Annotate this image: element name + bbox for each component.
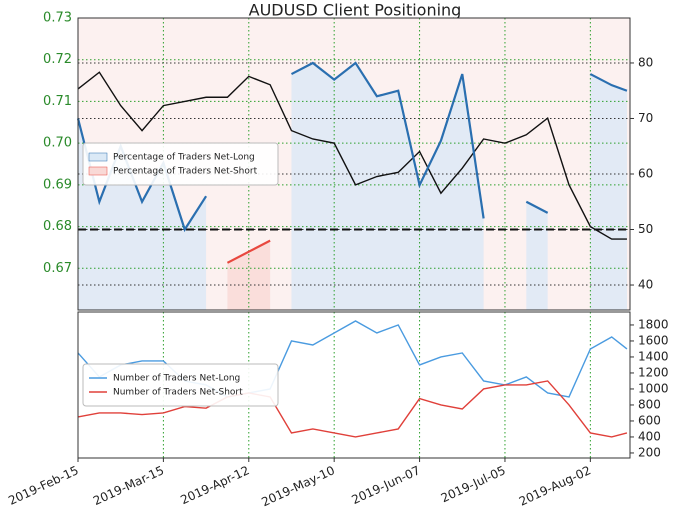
y-tick-label: 0.71 xyxy=(43,94,72,109)
legend-swatch xyxy=(88,152,108,162)
area xyxy=(526,201,548,310)
y-tick-label: 0.67 xyxy=(43,261,72,276)
x-tick-label: 2019-Mar-15 xyxy=(91,463,166,508)
area xyxy=(291,62,484,311)
y2-tick-label: 60 xyxy=(638,166,653,180)
series-line xyxy=(77,71,627,240)
area xyxy=(78,118,207,310)
y2-tick-label: 50 xyxy=(638,222,653,236)
area xyxy=(590,74,627,310)
legend-label: Number of Traders Net-Long xyxy=(113,374,240,384)
series-line xyxy=(77,380,628,438)
y-tick-label: 0.73 xyxy=(43,11,72,26)
y2-tick-label: 200 xyxy=(638,445,661,459)
chart-title: AUDUSD Client Positioning xyxy=(249,1,462,20)
plot-frame xyxy=(77,311,631,459)
y-tick-label: 0.68 xyxy=(43,219,72,234)
y2-tick-label: 1000 xyxy=(638,381,669,395)
y2-tick-label: 40 xyxy=(638,278,653,292)
series-line xyxy=(76,61,628,233)
y2-tick-label: 1600 xyxy=(638,333,669,347)
x-tick-label: 2019-Jun-07 xyxy=(349,463,422,507)
legend-box xyxy=(82,142,279,186)
y2-tick-label: 1400 xyxy=(638,349,669,363)
legend-label: Percentage of Traders Net-Long xyxy=(113,153,255,163)
x-tick-label: 2019-Feb-15 xyxy=(6,463,81,508)
y2-tick-label: 800 xyxy=(638,397,661,411)
x-tick-label: 2019-May-10 xyxy=(259,463,337,509)
legend-label: Number of Traders Net-Short xyxy=(113,388,243,398)
y2-tick-label: 600 xyxy=(638,413,661,427)
x-tick-label: 2019-Apr-12 xyxy=(178,463,251,507)
y-tick-label: 0.69 xyxy=(43,177,72,192)
y2-tick-label: 400 xyxy=(638,429,661,443)
plot-frame xyxy=(77,17,631,311)
y2-tick-label: 1800 xyxy=(638,317,669,331)
legend-swatch xyxy=(88,166,108,176)
legend-box xyxy=(82,363,279,407)
x-tick-label: 2019-Jul-05 xyxy=(439,463,508,505)
y2-tick-label: 80 xyxy=(638,55,653,69)
y2-tick-label: 1200 xyxy=(638,365,669,379)
y2-tick-label: 70 xyxy=(638,111,653,125)
y-tick-label: 0.72 xyxy=(43,52,72,67)
x-tick-label: 2019-Aug-02 xyxy=(517,463,593,509)
y-tick-label: 0.70 xyxy=(43,136,72,151)
legend-label: Percentage of Traders Net-Short xyxy=(113,167,258,177)
